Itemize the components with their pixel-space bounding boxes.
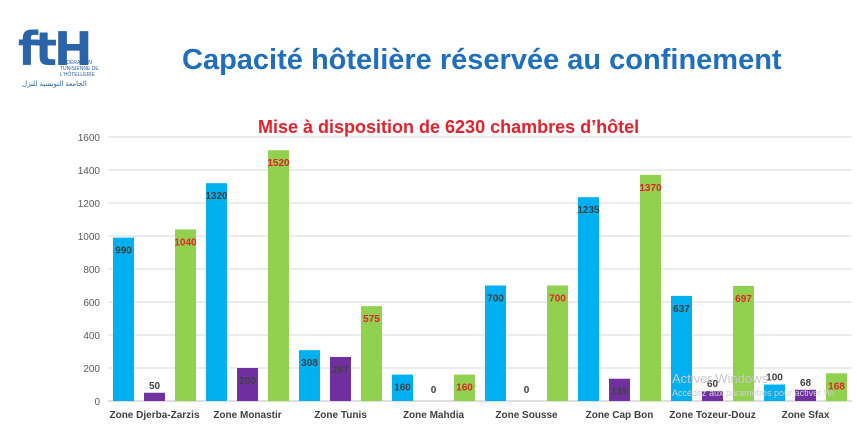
bar	[299, 350, 320, 401]
data-label: 1235	[577, 205, 600, 216]
y-tick-label: 0	[94, 397, 100, 408]
data-label: 50	[149, 381, 161, 392]
data-label: 1370	[639, 183, 662, 194]
watermark-line2: Accédez aux paramètres pour activer Wi	[672, 388, 835, 398]
bar	[764, 384, 785, 401]
chart-title: Mise à disposition de 6230 chambres d’hô…	[258, 117, 640, 137]
data-label: 700	[549, 294, 566, 305]
data-label: 1320	[205, 191, 228, 202]
bar	[206, 183, 227, 401]
x-tick-label: Zone Sousse	[495, 410, 558, 421]
data-label: 100	[766, 373, 783, 384]
x-tick-label: Zone Sfax	[782, 410, 830, 421]
data-label: 168	[828, 381, 845, 392]
data-label: 308	[301, 358, 318, 369]
bar	[268, 150, 289, 401]
y-tick-label: 1600	[78, 133, 101, 144]
x-tick-label: Zone Djerba-Zarzis	[109, 410, 199, 421]
bar	[330, 356, 351, 401]
logo-mark: ftH	[18, 22, 93, 76]
bar	[640, 174, 661, 401]
data-label: 990	[115, 246, 132, 257]
bar	[237, 368, 258, 401]
data-label: 160	[394, 383, 411, 394]
bar	[671, 295, 692, 401]
data-label: 637	[673, 304, 690, 315]
bar	[454, 374, 475, 401]
bar	[702, 391, 723, 401]
data-label: 0	[524, 385, 530, 396]
y-tick-label: 200	[83, 364, 100, 375]
y-tick-label: 800	[83, 265, 100, 276]
y-tick-label: 1400	[78, 166, 101, 177]
bar	[578, 197, 599, 401]
data-label: 135	[611, 387, 628, 398]
bar	[609, 378, 630, 401]
data-label: 200	[239, 376, 256, 387]
x-tick-label: Zone Mahdia	[403, 410, 465, 421]
bar	[733, 285, 754, 401]
watermark-line1: Activer Windows	[672, 371, 769, 386]
y-tick-label: 1200	[78, 199, 101, 210]
logo-subtitle: Fédération Tunisienne de l'Hôtellerie	[60, 60, 99, 78]
bar	[113, 237, 134, 401]
bar	[826, 373, 847, 401]
bar	[175, 229, 196, 401]
logo-arabic: الجامعة التونسية للنزل	[22, 81, 87, 88]
data-label: 267	[332, 365, 349, 376]
bar	[485, 285, 506, 401]
data-label: 1520	[267, 158, 290, 169]
page-title: Capacité hôtelière réservée au confineme…	[182, 44, 782, 76]
fth-logo: ftH Fédération Tunisienne de l'Hôtelleri…	[18, 26, 110, 90]
data-label: 697	[735, 294, 752, 305]
bar	[361, 306, 382, 401]
bar	[795, 389, 816, 401]
x-tick-label: Zone Tozeur-Douz	[669, 410, 755, 421]
data-label: 160	[456, 383, 473, 394]
y-tick-label: 600	[83, 298, 100, 309]
data-label: 575	[363, 314, 380, 325]
bar	[392, 374, 413, 401]
y-tick-label: 400	[83, 331, 100, 342]
data-label: 1040	[174, 237, 197, 248]
bar	[547, 285, 568, 401]
x-tick-label: Zone Monastir	[213, 410, 281, 421]
data-label: 700	[487, 294, 504, 305]
y-tick-label: 1000	[78, 232, 101, 243]
x-tick-label: Zone Cap Bon	[586, 410, 654, 421]
bar	[144, 392, 165, 401]
x-tick-label: Zone Tunis	[314, 410, 367, 421]
data-label: 68	[800, 378, 812, 389]
data-label: 60	[707, 379, 719, 390]
data-label: 0	[431, 385, 437, 396]
